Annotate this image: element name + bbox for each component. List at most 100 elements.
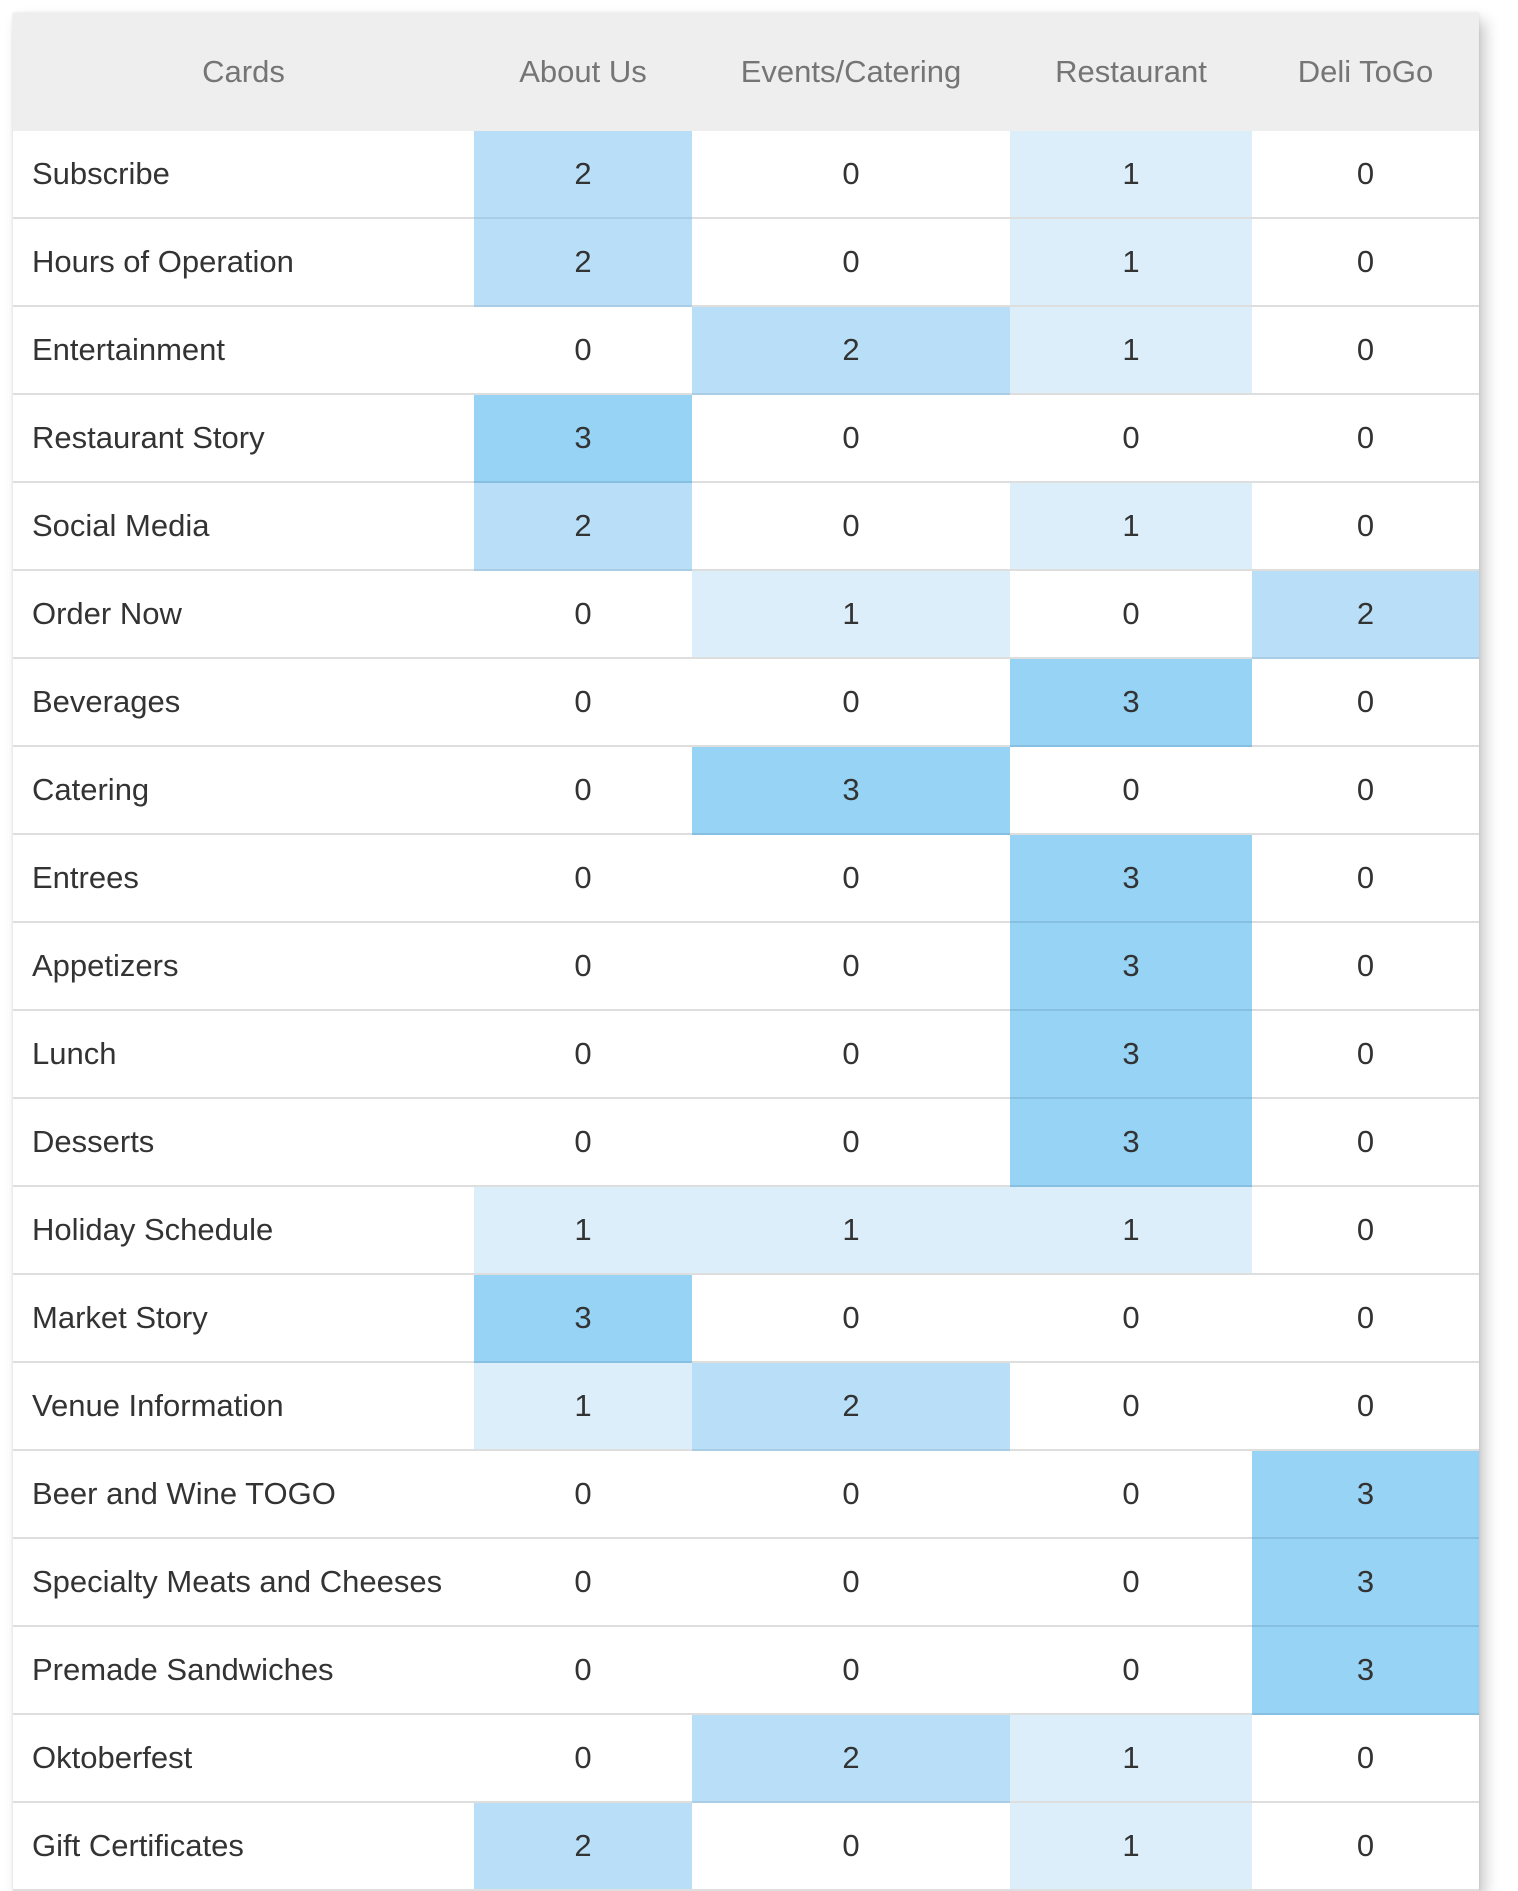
table-cell: 0 [474,746,692,835]
table-row: Entrees 0 0 3 0 [13,834,1479,923]
row-label: Restaurant Story [13,394,474,483]
table-cell: 0 [692,218,1010,307]
row-label: Catering [13,746,474,835]
table-cell: 3 [1252,1626,1479,1715]
table-cell: 1 [474,1186,692,1275]
table-cell: 2 [692,1362,1010,1451]
table-row: Beverages 0 0 3 0 [13,658,1479,747]
table-cell: 0 [1252,1186,1479,1275]
table-cell: 3 [1010,1010,1252,1099]
table-cell: 1 [1010,1802,1252,1891]
header-row: Cards About Us Events/Catering Restauran… [13,13,1479,131]
card-matrix-table-container: Cards About Us Events/Catering Restauran… [13,13,1479,1891]
table-cell: 0 [692,922,1010,1011]
table-row: Beer and Wine TOGO 0 0 0 3 [13,1450,1479,1539]
table-row: Restaurant Story 3 0 0 0 [13,394,1479,483]
table-cell: 1 [1010,306,1252,395]
table-cell: 0 [1010,1538,1252,1627]
table-row: Lunch 0 0 3 0 [13,1010,1479,1099]
table-cell: 0 [1252,482,1479,571]
row-label: Social Media [13,482,474,571]
table-row: Hours of Operation 2 0 1 0 [13,218,1479,307]
table-cell: 0 [692,131,1010,219]
table-cell: 0 [474,1714,692,1803]
table-cell: 0 [474,834,692,923]
table-cell: 0 [1010,394,1252,483]
table-cell: 2 [692,1714,1010,1803]
table-cell: 0 [692,1098,1010,1187]
table-cell: 0 [692,1010,1010,1099]
row-label: Hours of Operation [13,218,474,307]
table-cell: 0 [1252,218,1479,307]
table-row: Appetizers 0 0 3 0 [13,922,1479,1011]
table-cell: 1 [1010,131,1252,219]
table-cell: 3 [692,746,1010,835]
row-label: Order Now [13,570,474,659]
table-cell: 0 [1010,570,1252,659]
table-cell: 0 [1010,1450,1252,1539]
table-cell: 3 [474,394,692,483]
table-cell: 0 [1252,922,1479,1011]
table-cell: 0 [692,394,1010,483]
table-row: Social Media 2 0 1 0 [13,482,1479,571]
table-cell: 0 [1252,834,1479,923]
table-cell: 0 [1252,658,1479,747]
row-label: Premade Sandwiches [13,1626,474,1715]
table-header: Cards About Us Events/Catering Restauran… [13,13,1479,131]
row-label: Lunch [13,1010,474,1099]
table-cell: 0 [692,1538,1010,1627]
table-row: Desserts 0 0 3 0 [13,1098,1479,1187]
row-label: Entrees [13,834,474,923]
table-row: Catering 0 3 0 0 [13,746,1479,835]
table-row: Subscribe 2 0 1 0 [13,131,1479,219]
row-label: Oktoberfest [13,1714,474,1803]
table-cell: 0 [1252,1010,1479,1099]
table-cell: 2 [692,306,1010,395]
header-deli-togo: Deli ToGo [1252,13,1479,131]
table-cell: 0 [1010,1626,1252,1715]
table-row: Gift Certificates 2 0 1 0 [13,1802,1479,1891]
row-label: Venue Information [13,1362,474,1451]
table-cell: 1 [1010,218,1252,307]
table-cell: 3 [1010,1098,1252,1187]
table-cell: 0 [1252,1274,1479,1363]
row-label: Desserts [13,1098,474,1187]
table-row: Venue Information 1 2 0 0 [13,1362,1479,1451]
row-label: Subscribe [13,131,474,219]
table-cell: 1 [1010,1186,1252,1275]
table-row: Entertainment 0 2 1 0 [13,306,1479,395]
header-about-us: About Us [474,13,692,131]
table-cell: 0 [1252,1098,1479,1187]
header-restaurant: Restaurant [1010,13,1252,131]
table-cell: 0 [474,1010,692,1099]
table-cell: 0 [1252,1802,1479,1891]
table-cell: 3 [1252,1538,1479,1627]
table-cell: 0 [1252,131,1479,219]
table-cell: 2 [474,482,692,571]
table-cell: 0 [692,1626,1010,1715]
table-cell: 2 [474,131,692,219]
table-cell: 3 [1010,922,1252,1011]
table-cell: 3 [474,1274,692,1363]
table-cell: 0 [1010,746,1252,835]
table-row: Order Now 0 1 0 2 [13,570,1479,659]
table-row: Specialty Meats and Cheeses 0 0 0 3 [13,1538,1479,1627]
table-cell: 0 [692,1274,1010,1363]
card-matrix-table: Cards About Us Events/Catering Restauran… [13,13,1479,1891]
table-row: Premade Sandwiches 0 0 0 3 [13,1626,1479,1715]
table-cell: 3 [1010,658,1252,747]
table-cell: 0 [474,658,692,747]
table-body: Subscribe 2 0 1 0 Hours of Operation 2 0 1 0 Enter… [13,131,1479,1891]
table-row: Market Story 3 0 0 0 [13,1274,1479,1363]
table-cell: 0 [1252,394,1479,483]
header-events-catering: Events/Catering [692,13,1010,131]
table-cell: 1 [1010,482,1252,571]
table-cell: 2 [1252,570,1479,659]
row-label: Beer and Wine TOGO [13,1450,474,1539]
table-cell: 0 [692,482,1010,571]
table-cell: 0 [1010,1274,1252,1363]
table-row: Holiday Schedule 1 1 1 0 [13,1186,1479,1275]
row-label: Appetizers [13,922,474,1011]
row-label: Entertainment [13,306,474,395]
table-cell: 3 [1010,834,1252,923]
